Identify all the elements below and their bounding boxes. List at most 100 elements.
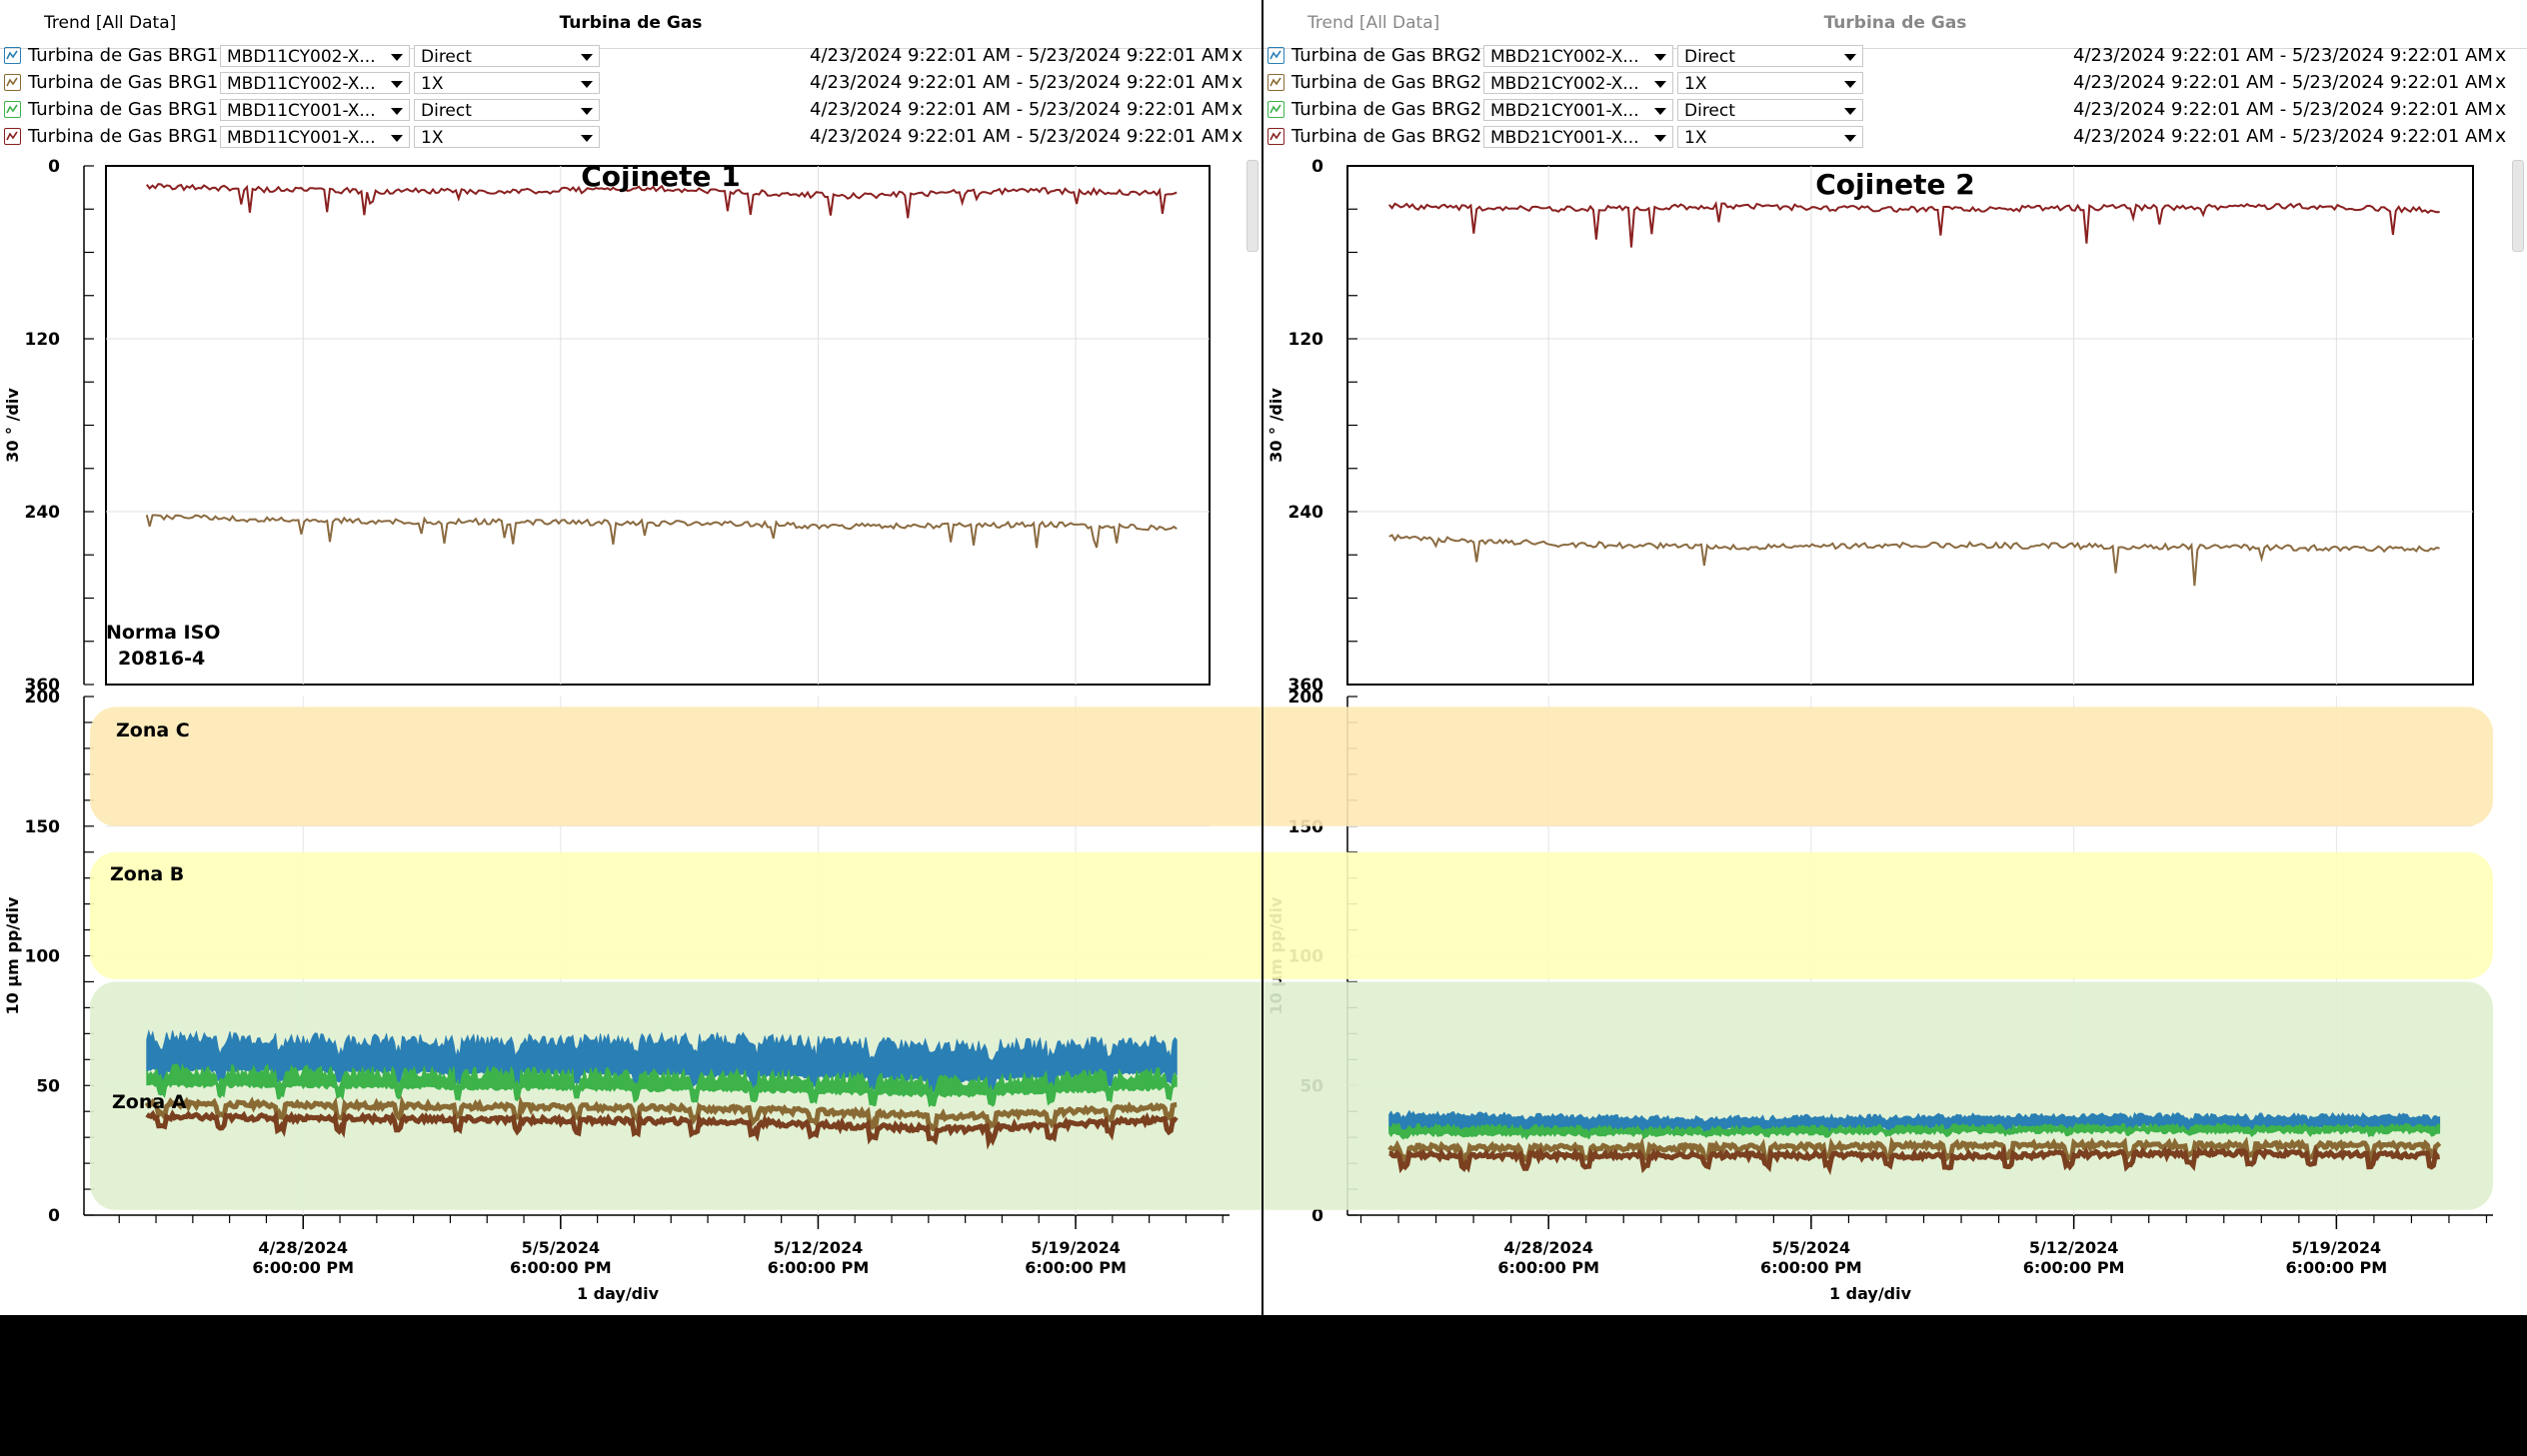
trace-mode-select[interactable]: Direct bbox=[1677, 45, 1863, 67]
trace-time-range: 4/23/2024 9:22:01 AM - 5/23/2024 9:22:01… bbox=[2073, 126, 2493, 147]
panel-title: Turbina de Gas bbox=[559, 13, 703, 33]
trend-titlebar: Trend [All Data] Turbina de Gas bbox=[0, 0, 1262, 49]
vib-x-axis-label: 1 day/div bbox=[577, 1284, 660, 1303]
trace-mode-select[interactable]: 1X bbox=[414, 126, 600, 148]
vib-x-tick-label: 6:00:00 PM bbox=[2023, 1258, 2125, 1277]
trace-mode-select[interactable]: Direct bbox=[1677, 99, 1863, 121]
remove-trace-button[interactable]: x bbox=[1232, 44, 1244, 66]
trace-tag-value: MBD21CY002-X... bbox=[1490, 74, 1639, 94]
chevron-down-icon bbox=[581, 108, 593, 115]
remove-trace-button[interactable]: x bbox=[2495, 71, 2507, 93]
trace-mode-select[interactable]: 1X bbox=[1677, 72, 1863, 94]
remove-trace-button[interactable]: x bbox=[1232, 98, 1244, 120]
trace-tag-select[interactable]: MBD11CY002-X... bbox=[220, 45, 410, 67]
trace-tag-select[interactable]: MBD11CY002-X... bbox=[220, 72, 410, 94]
vib-x-tick-label: 5/19/2024 bbox=[1031, 1238, 1121, 1257]
vib-x-tick-label: 6:00:00 PM bbox=[2286, 1258, 2388, 1277]
bearing-annotation: Cojinete 2 bbox=[1815, 168, 1975, 201]
trace-mode-select[interactable]: 1X bbox=[414, 72, 600, 94]
trend-panel-right: Trend [All Data] Turbina de Gas Turbina … bbox=[1264, 0, 2527, 1315]
trace-tag-select[interactable]: MBD21CY001-X... bbox=[1483, 99, 1673, 121]
bearing-annotation: Cojinete 1 bbox=[581, 160, 741, 193]
vib-y-tick-label: 100 bbox=[25, 947, 61, 967]
vib-y-tick-label: 200 bbox=[1288, 688, 1324, 708]
trace-mode-value: Direct bbox=[1684, 101, 1735, 121]
trace-row[interactable]: Turbina de Gas BRG2 MBD21CY001-X... Dire… bbox=[1264, 97, 2527, 123]
zone-c-band bbox=[1264, 707, 2493, 826]
chevron-down-icon bbox=[391, 54, 403, 61]
phase-y-tick-label: 240 bbox=[1288, 503, 1324, 523]
trace-row[interactable]: Turbina de Gas BRG1 MBD11CY002-X... Dire… bbox=[0, 43, 1262, 69]
red-trend-icon bbox=[1267, 128, 1284, 145]
trace-mode-select[interactable]: Direct bbox=[414, 99, 600, 121]
phase-series-tan bbox=[145, 514, 1178, 549]
trace-tag-select[interactable]: MBD21CY002-X... bbox=[1483, 45, 1673, 67]
remove-trace-button[interactable]: x bbox=[2495, 125, 2507, 147]
trace-tag-value: MBD21CY002-X... bbox=[1490, 47, 1639, 67]
phase-series-red bbox=[1387, 200, 2440, 248]
chevron-down-icon bbox=[581, 135, 593, 142]
scrollbar-thumb[interactable] bbox=[1247, 160, 1259, 252]
vib-x-tick-label: 4/28/2024 bbox=[258, 1238, 348, 1257]
chevron-down-icon bbox=[1844, 108, 1856, 115]
remove-trace-button[interactable]: x bbox=[1232, 71, 1244, 93]
trend-chart-left: 0 120 240 360 30 ° /div 0 50 100 150 200 10 µm pp/… bbox=[3, 157, 1262, 1303]
trace-mode-select[interactable]: 1X bbox=[1677, 126, 1863, 148]
chevron-down-icon bbox=[391, 108, 403, 115]
trace-mode-value: Direct bbox=[421, 101, 472, 121]
vib-y-tick-label: 0 bbox=[1311, 1206, 1323, 1226]
chevron-down-icon bbox=[1654, 135, 1666, 142]
vib-x-tick-label: 6:00:00 PM bbox=[768, 1258, 870, 1277]
zone-b-band bbox=[1264, 851, 2493, 979]
scrollbar-thumb[interactable] bbox=[2512, 160, 2524, 252]
trace-asset-name: Turbina de Gas BRG1 bbox=[28, 45, 219, 66]
trace-tag-select[interactable]: MBD21CY002-X... bbox=[1483, 72, 1673, 94]
trace-time-range: 4/23/2024 9:22:01 AM - 5/23/2024 9:22:01… bbox=[2073, 72, 2493, 93]
zone-c-label: Zona C bbox=[116, 720, 190, 741]
chevron-down-icon bbox=[391, 81, 403, 88]
trace-row[interactable]: Turbina de Gas BRG1 MBD11CY002-X... 1X 4… bbox=[0, 70, 1262, 96]
phase-plot-area bbox=[105, 165, 1211, 686]
vib-x-tick-label: 6:00:00 PM bbox=[1025, 1258, 1127, 1277]
trace-tag-value: MBD11CY002-X... bbox=[227, 74, 376, 94]
trace-tag-value: MBD11CY002-X... bbox=[227, 47, 376, 67]
phase-series-red bbox=[146, 183, 1178, 219]
vib-y-tick-label: 0 bbox=[48, 1206, 60, 1226]
trace-asset-name: Turbina de Gas BRG2 bbox=[1291, 45, 1482, 66]
trace-row[interactable]: Turbina de Gas BRG2 MBD21CY002-X... 1X 4… bbox=[1264, 70, 2527, 96]
trace-mode-select[interactable]: Direct bbox=[414, 45, 600, 67]
trace-tag-select[interactable]: MBD21CY001-X... bbox=[1483, 126, 1673, 148]
trace-tag-value: MBD21CY001-X... bbox=[1490, 101, 1639, 121]
trace-time-range: 4/23/2024 9:22:01 AM - 5/23/2024 9:22:01… bbox=[810, 72, 1230, 93]
trend-titlebar: Trend [All Data] Turbina de Gas bbox=[1264, 0, 2527, 49]
remove-trace-button[interactable]: x bbox=[2495, 98, 2507, 120]
chevron-down-icon bbox=[1844, 54, 1856, 61]
trace-row[interactable]: Turbina de Gas BRG2 MBD21CY002-X... Dire… bbox=[1264, 43, 2527, 69]
chevron-down-icon bbox=[391, 135, 403, 142]
phase-y-tick-label: 240 bbox=[25, 503, 61, 523]
vib-x-tick-label: 5/12/2024 bbox=[2029, 1238, 2119, 1257]
vib-x-tick-label: 6:00:00 PM bbox=[510, 1258, 612, 1277]
zone-b-band bbox=[90, 851, 1262, 979]
vib-y-tick-label: 200 bbox=[25, 688, 61, 708]
chevron-down-icon bbox=[1844, 81, 1856, 88]
remove-trace-button[interactable]: x bbox=[1232, 125, 1244, 147]
green-trend-icon bbox=[1267, 101, 1284, 118]
trace-tag-value: MBD11CY001-X... bbox=[227, 101, 376, 121]
trace-asset-name: Turbina de Gas BRG2 bbox=[1291, 126, 1482, 147]
phase-y-axis-label: 30 ° /div bbox=[1266, 388, 1285, 463]
green-trend-icon bbox=[4, 101, 21, 118]
remove-trace-button[interactable]: x bbox=[2495, 44, 2507, 66]
trace-row[interactable]: Turbina de Gas BRG2 MBD21CY001-X... 1X 4… bbox=[1264, 124, 2527, 150]
phase-y-tick-label: 360 bbox=[25, 676, 61, 696]
trace-tag-value: MBD11CY001-X... bbox=[227, 128, 376, 148]
trace-tag-select[interactable]: MBD11CY001-X... bbox=[220, 99, 410, 121]
trace-row[interactable]: Turbina de Gas BRG1 MBD11CY001-X... 1X 4… bbox=[0, 124, 1262, 150]
phase-y-tick-label: 0 bbox=[48, 157, 60, 177]
blue-trend-icon bbox=[1267, 47, 1284, 64]
zone-b-label: Zona B bbox=[110, 863, 185, 885]
phase-y-axis-label: 30 ° /div bbox=[3, 388, 22, 463]
trace-row[interactable]: Turbina de Gas BRG1 MBD11CY001-X... Dire… bbox=[0, 97, 1262, 123]
trace-tag-select[interactable]: MBD11CY001-X... bbox=[220, 126, 410, 148]
